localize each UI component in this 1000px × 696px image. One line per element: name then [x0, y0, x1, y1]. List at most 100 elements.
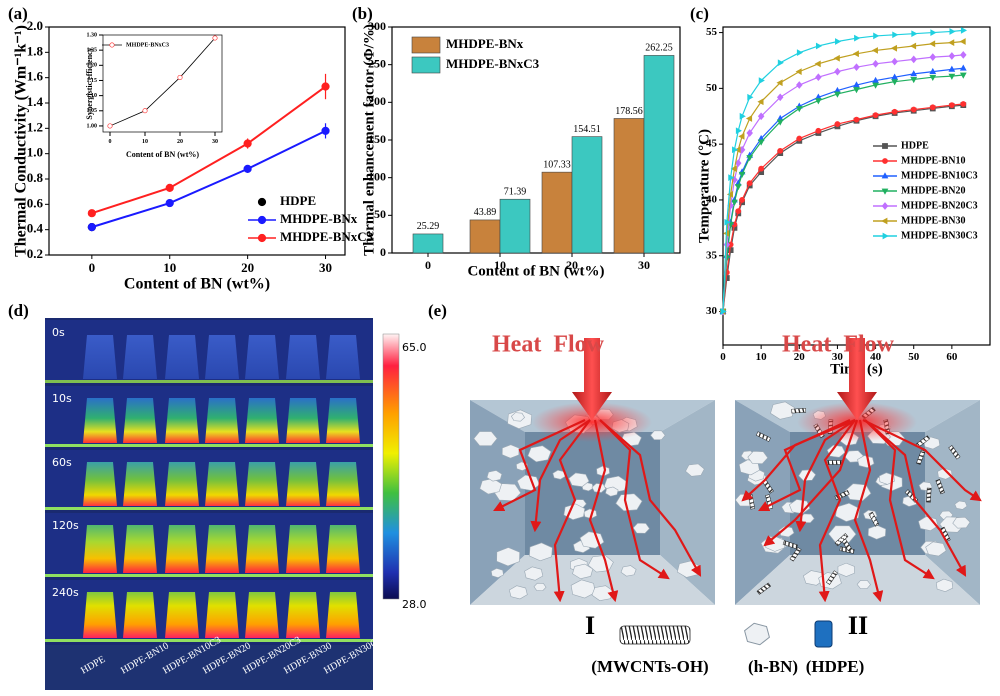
x-tick-label: 20 — [177, 139, 183, 145]
legend-label: MHDPE-BNxC3 — [126, 42, 169, 48]
y-tick-label: 1.00 — [87, 123, 98, 129]
marker — [910, 77, 918, 84]
panel-label: (a) — [8, 4, 28, 23]
marker — [959, 72, 967, 79]
model-numeral: I — [585, 611, 595, 640]
ir-sample — [123, 398, 157, 443]
hbn-flake — [615, 493, 643, 512]
y-tick-label: 250 — [368, 56, 386, 70]
x-tick-label: 20 — [794, 351, 806, 363]
marker — [852, 50, 859, 58]
heat-path — [530, 419, 591, 533]
ir-sample — [205, 398, 239, 443]
marker — [910, 106, 917, 113]
marker — [734, 184, 742, 191]
marker — [814, 60, 821, 68]
hbn-flake — [856, 580, 871, 589]
marker — [948, 102, 955, 109]
nanotube — [935, 479, 945, 495]
hbn-flake — [529, 542, 553, 562]
heat-path — [741, 418, 856, 502]
marker — [949, 28, 956, 35]
hbn-flake — [473, 431, 498, 446]
legend-label: MHDPE-BNxC3 — [280, 229, 374, 244]
legend-marker — [882, 158, 888, 164]
nanotube — [834, 533, 849, 547]
colorbar-min: 28.0 — [402, 598, 427, 611]
marker — [911, 30, 918, 38]
data-label: 43.89 — [474, 207, 497, 218]
x-tick-label: 40 — [870, 351, 882, 363]
heat-path — [763, 419, 859, 547]
y-tick-label: 30 — [706, 305, 718, 317]
marker — [929, 40, 936, 48]
hbn-flake — [747, 450, 769, 465]
x-tick-label: 0 — [109, 139, 112, 145]
heat-path — [818, 419, 856, 603]
ir-sample — [286, 525, 320, 573]
legend-nanotube — [619, 625, 691, 645]
ir-sample — [123, 525, 157, 573]
ir-sample — [245, 335, 279, 379]
data-label: 262.25 — [645, 43, 673, 54]
hbn-flake — [510, 412, 525, 422]
nanotube — [827, 460, 842, 465]
marker — [929, 74, 937, 81]
heat-arrow — [837, 338, 877, 420]
bar — [469, 219, 501, 254]
nanotube — [926, 487, 932, 503]
y-tick-label: 100 — [368, 169, 386, 183]
plot-frame — [102, 34, 223, 133]
heat-path — [862, 419, 982, 502]
time-label: 10s — [52, 392, 72, 405]
hbn-flake — [826, 444, 846, 458]
y-tick-label: 150 — [368, 132, 386, 146]
legend-label: MHDPE-BN30C3 — [901, 230, 978, 241]
marker — [777, 59, 784, 67]
legend-marker — [257, 215, 267, 225]
panel-label: (c) — [690, 4, 709, 23]
marker — [929, 67, 937, 75]
y-tick-label: 1.4 — [27, 94, 44, 109]
marker — [815, 73, 822, 82]
marker — [872, 76, 879, 83]
marker — [177, 74, 183, 80]
nanotube — [916, 449, 926, 465]
marker — [853, 87, 860, 94]
marker — [776, 119, 784, 126]
legend-marker — [881, 202, 889, 210]
y-axis-label: Thermal Conductivity (Wm⁻¹k⁻¹) — [13, 25, 30, 257]
hbn-flake — [524, 566, 544, 581]
data-label: 107.33 — [543, 159, 571, 170]
y-tick-label: 40 — [706, 193, 718, 205]
ir-sample — [326, 398, 360, 443]
ir-sample — [123, 462, 157, 506]
x-tick-label: 30 — [319, 260, 332, 275]
heat-path — [588, 419, 619, 603]
ir-sample — [165, 462, 199, 506]
marker — [891, 79, 899, 86]
nanotube — [948, 445, 961, 460]
cube-right — [660, 400, 715, 605]
x-axis-label: Content of BN (wt%) — [126, 150, 199, 159]
marker — [930, 29, 937, 36]
bar — [571, 136, 603, 254]
marker — [107, 123, 113, 129]
ir-sample — [286, 592, 320, 638]
y-tick-label: 1.0 — [27, 145, 43, 160]
y-axis-label: Temperature (°C) — [696, 129, 712, 243]
marker — [724, 218, 731, 226]
marker — [853, 81, 860, 88]
marker — [726, 191, 734, 198]
label-strip — [45, 645, 373, 690]
x-tick-label: 10 — [494, 258, 506, 272]
hbn-flake — [925, 541, 947, 557]
panel-label: (e) — [428, 301, 447, 320]
heat-arrow — [572, 338, 612, 420]
legend-label: MHDPE-BN30 — [901, 215, 965, 226]
y-axis-label: Synergistic efficiency — [85, 47, 94, 119]
hbn-flake — [527, 445, 552, 463]
marker — [833, 54, 840, 62]
marker — [872, 112, 879, 119]
